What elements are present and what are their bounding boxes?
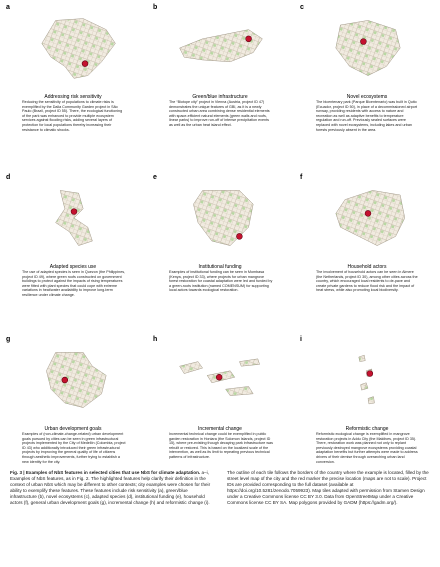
map-tile [179, 29, 263, 63]
panel-title: Household actors [347, 264, 387, 270]
panel-letter: d [6, 174, 11, 181]
location-marker [70, 208, 78, 215]
map-tile [335, 20, 401, 76]
panel-title: Incremental change [198, 426, 242, 432]
panel-title: Urban development goals [44, 426, 102, 432]
map-tile [335, 190, 406, 246]
panel-letter: h [153, 336, 158, 343]
country-outline [335, 190, 406, 246]
panel-letter: a [6, 4, 10, 11]
panel-title: Addressing risk sensitivity [44, 94, 102, 100]
country-outline [179, 361, 203, 374]
panel-body: Examples of institutional funding can be… [169, 270, 273, 293]
panel-body: Incremental technical change could be ex… [169, 432, 273, 459]
location-marker [215, 374, 223, 381]
location-marker [81, 60, 89, 67]
panel-title: Institutional funding [198, 264, 242, 270]
location-marker [366, 370, 374, 377]
country-outline [46, 352, 107, 408]
panel-title: Novel ecosystems [346, 94, 388, 100]
panel-body: The use of adapted species is seen in Qu… [22, 270, 126, 297]
panel-letter: b [153, 4, 158, 11]
map-tile [41, 18, 116, 79]
country-outline [367, 396, 375, 405]
location-marker [245, 35, 252, 43]
panel-title: Green/blue infrastructure [192, 94, 248, 100]
country-outline [179, 29, 263, 63]
country-outline [358, 354, 366, 362]
panel-letter: g [6, 336, 11, 343]
map-tile [358, 354, 375, 405]
caption: Fig. 3 | Examples of NbS features in sel… [10, 470, 430, 505]
country-outline [55, 190, 93, 246]
panel-body: The involvement of household actors can … [316, 270, 418, 293]
caption-text: a–i, Examples of NbS features, as in Fig… [10, 470, 429, 505]
location-marker [360, 38, 367, 45]
country-outline [193, 190, 254, 246]
location-marker [236, 233, 243, 240]
panel-body: Reducing the sensitivity of populations … [22, 100, 123, 132]
country-outline [41, 18, 116, 79]
panel-letter: f [300, 174, 303, 181]
map-tile [193, 190, 254, 246]
country-outline [360, 382, 369, 391]
panel-letter: c [300, 4, 304, 11]
caption-lead: Fig. 3 | Examples of NbS features in sel… [10, 470, 201, 475]
panel-body: The “Biotope city” project in Vienna (Au… [169, 100, 270, 127]
map-tile [46, 352, 107, 408]
panel-body: Examples of (non-climate-change-related)… [22, 432, 126, 464]
country-outline [335, 20, 401, 76]
country-outline [225, 386, 254, 396]
location-marker [61, 376, 69, 384]
panel-letter: e [153, 174, 157, 181]
map-tile [55, 190, 93, 246]
panel-letter: i [300, 336, 302, 343]
map-tile [179, 358, 260, 396]
panel-title: Adapted species use [49, 264, 97, 270]
panel-title: Reformistic change [345, 426, 389, 432]
country-outline [239, 358, 260, 367]
panel-body: The bicentenary park (Parque Bicentenari… [316, 100, 418, 132]
panel-body: Reformistic ecological change is exempli… [316, 432, 418, 464]
location-marker [364, 210, 372, 217]
